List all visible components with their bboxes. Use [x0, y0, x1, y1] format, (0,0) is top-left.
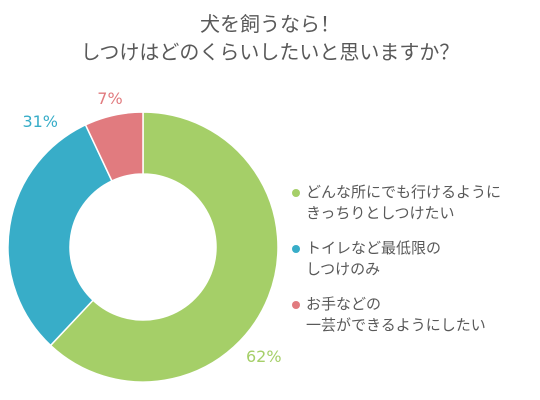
legend-item: お手などの 一芸ができるようにしたい — [292, 294, 537, 336]
donut-slice — [84, 111, 144, 182]
data-label: 7% — [97, 89, 122, 108]
data-label: 31% — [22, 112, 58, 131]
legend-swatch — [292, 189, 300, 197]
chart-legend: どんな所にでも行けるように きっちりとしつけたい トイレなど最低限の しつけのみ… — [292, 182, 537, 350]
legend-label-line: 一芸ができるようにしたい — [306, 316, 486, 334]
chart-title-line-2: しつけはどのくらいしたいと思いますか？ — [80, 40, 460, 64]
legend-item: どんな所にでも行けるように きっちりとしつけたい — [292, 182, 537, 224]
legend-swatch — [292, 245, 300, 253]
donut-slice — [49, 111, 279, 383]
donut-slice — [7, 123, 113, 347]
chart-title: 犬を飼うなら！ しつけはどのくらいしたいと思いますか？ — [0, 10, 540, 66]
data-label: 62% — [246, 347, 282, 366]
chart-title-line-1: 犬を飼うなら！ — [200, 12, 340, 36]
legend-item: トイレなど最低限の しつけのみ — [292, 238, 537, 280]
legend-label-line: トイレなど最低限の — [306, 239, 442, 257]
legend-label-line: しつけのみ — [306, 260, 381, 278]
legend-label-line: きっちりとしつけたい — [306, 204, 455, 222]
legend-swatch — [292, 301, 300, 309]
legend-label-line: お手などの — [306, 295, 382, 313]
legend-label-line: どんな所にでも行けるように — [306, 183, 502, 201]
